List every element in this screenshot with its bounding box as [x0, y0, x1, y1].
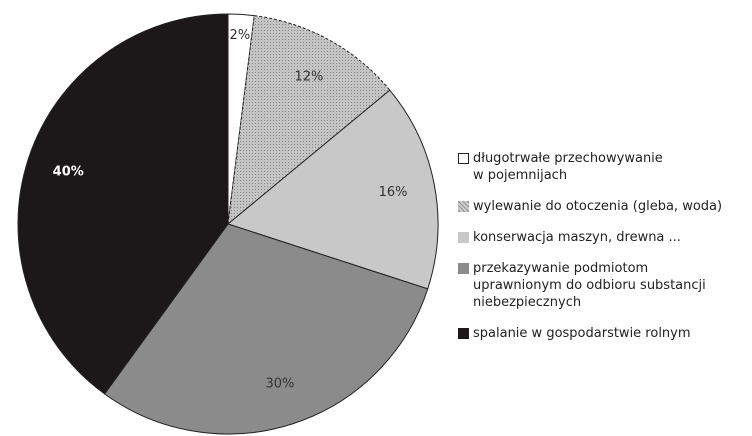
- data-label: 12%: [294, 69, 323, 84]
- legend-label: długotrwałe przechowywanie w pojemnijach: [473, 151, 663, 183]
- legend-item: konserwacja maszyn, drewna ...: [458, 229, 752, 246]
- legend-item: długotrwałe przechowywanie w pojemnijach: [458, 150, 752, 184]
- pie-slice: [227, 15, 391, 226]
- data-label: 40%: [53, 165, 84, 180]
- legend-swatch: [458, 201, 469, 212]
- legend-item: spalanie w gospodarstwie rolnym: [458, 325, 752, 342]
- legend-swatch: [458, 328, 469, 339]
- pie-slice: [103, 223, 429, 435]
- legend-swatch: [458, 232, 469, 243]
- data-label: 2%: [230, 28, 251, 43]
- legend-label: konserwacja maszyn, drewna ...: [473, 230, 681, 245]
- legend-item: wylewanie do otoczenia (gleba, woda): [458, 198, 752, 215]
- data-label: 16%: [379, 185, 408, 200]
- data-label: 30%: [265, 376, 294, 391]
- legend-item: przekazywanie podmiotom uprawnionym do o…: [458, 260, 752, 311]
- legend-label: przekazywanie podmiotom uprawnionym do o…: [473, 261, 706, 310]
- legend-swatch: [458, 263, 469, 274]
- legend-label: wylewanie do otoczenia (gleba, woda): [473, 199, 723, 214]
- legend: długotrwałe przechowywanie w pojemnijach…: [458, 150, 752, 356]
- pie-slice: [226, 89, 439, 290]
- pie-slice: [17, 13, 229, 395]
- legend-label: spalanie w gospodarstwie rolnym: [473, 326, 691, 341]
- legend-swatch: [458, 153, 469, 164]
